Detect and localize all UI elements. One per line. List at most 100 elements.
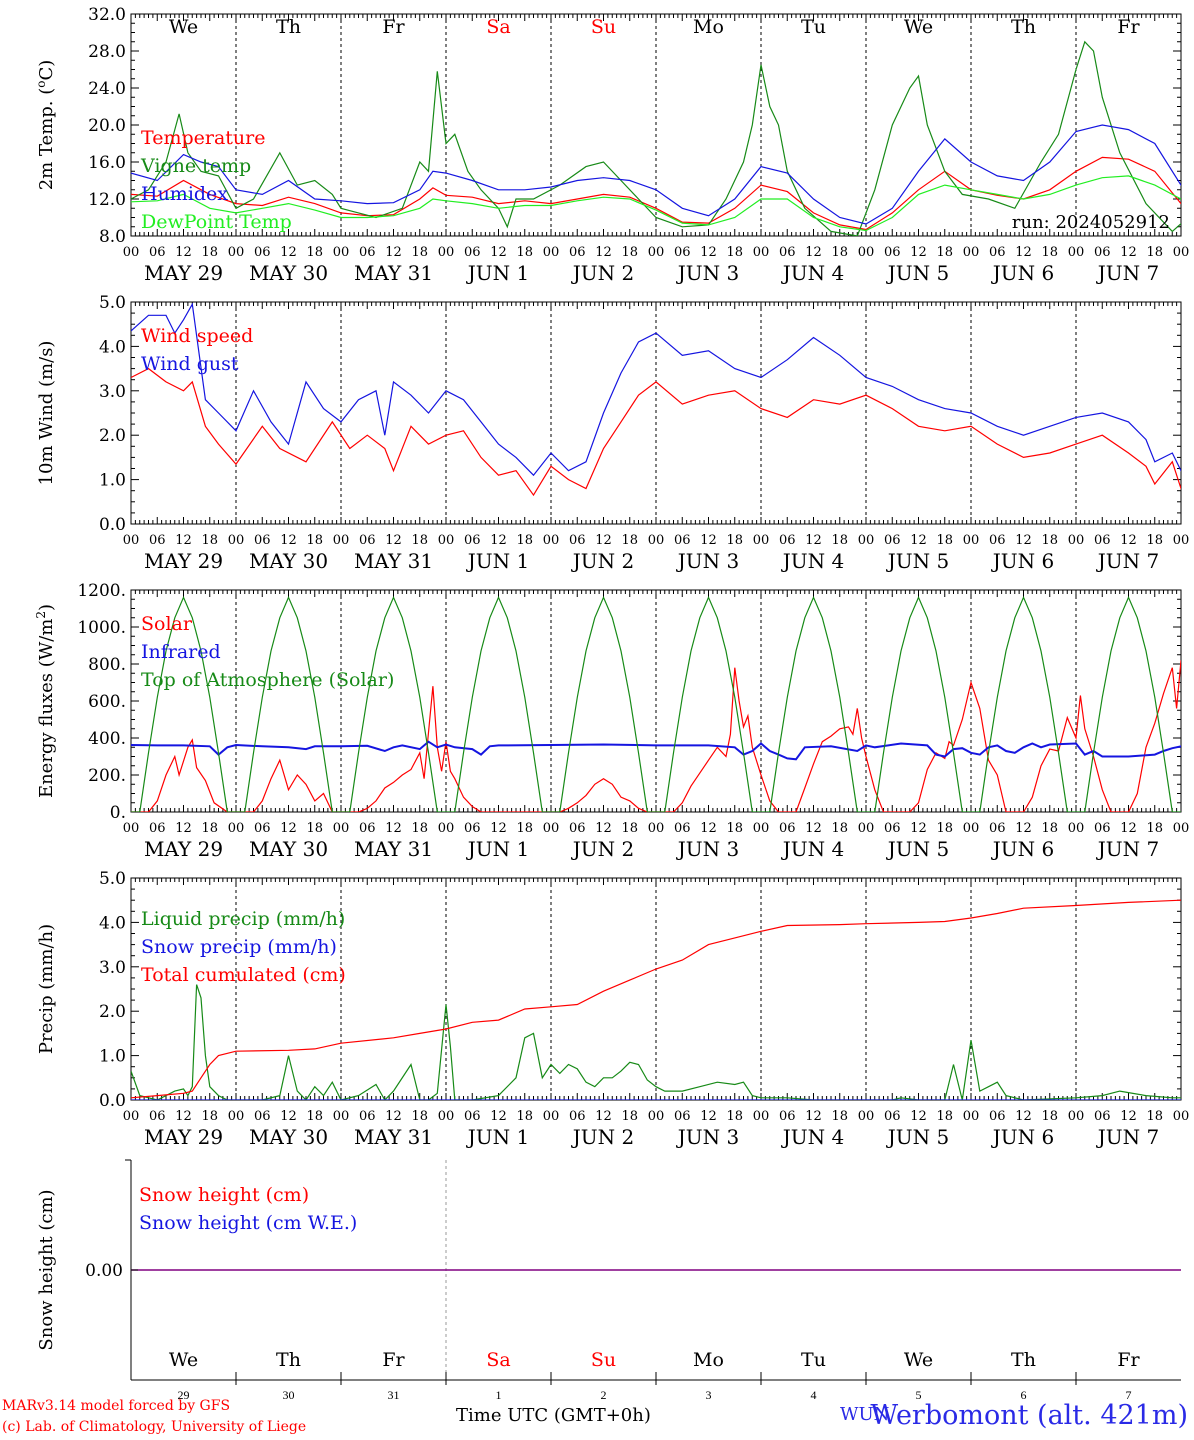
date-label: JUN 7 <box>1096 837 1159 861</box>
weekday-label: Mo <box>693 1349 724 1371</box>
weekday-label: Fr <box>1117 1349 1140 1371</box>
hour-label: 06 <box>359 533 376 548</box>
hour-label: 06 <box>254 245 271 260</box>
hour-label: 18 <box>621 1109 638 1124</box>
hour-label: 06 <box>254 821 271 836</box>
y-tick-label: 16.0 <box>88 153 126 173</box>
hour-label: 12 <box>805 245 822 260</box>
hour-label: 18 <box>1041 245 1058 260</box>
date-label: JUN 3 <box>676 837 739 861</box>
y-tick-label: 3.0 <box>99 958 126 978</box>
series-line-humidex <box>131 124 1181 225</box>
y-tick-label: 0.00 <box>85 1261 123 1281</box>
hour-label: 06 <box>779 533 796 548</box>
hour-label: 06 <box>464 245 481 260</box>
weekday-label: We <box>169 1349 198 1371</box>
hour-label: 18 <box>726 245 743 260</box>
hour-label: 12 <box>385 821 402 836</box>
date-label: JUN 6 <box>991 837 1054 861</box>
hour-label: 00 <box>858 1109 875 1124</box>
hour-label: 12 <box>280 821 297 836</box>
hour-label: 18 <box>1041 533 1058 548</box>
date-label: JUN 3 <box>676 1125 739 1149</box>
hour-label: 12 <box>700 245 717 260</box>
hour-label: 12 <box>490 533 507 548</box>
hour-label: 06 <box>149 821 166 836</box>
weekday-label: Th <box>276 1349 301 1371</box>
hour-label: 00 <box>543 821 560 836</box>
legend-entry: Liquid precip (mm/h) <box>141 908 345 930</box>
hour-label: 06 <box>464 821 481 836</box>
hour-label: 12 <box>490 1109 507 1124</box>
legend-entry: Infrared <box>141 641 221 663</box>
lab-credit: (c) Lab. of Climatology, University of L… <box>2 1419 307 1435</box>
date-label: MAY 29 <box>144 1125 223 1149</box>
hour-label: 12 <box>910 533 927 548</box>
date-label: JUN 2 <box>571 837 634 861</box>
y-tick-label: 12.0 <box>88 190 126 210</box>
hour-label: 18 <box>201 533 218 548</box>
hour-label: 00 <box>963 245 980 260</box>
hour-label: 12 <box>700 533 717 548</box>
y-tick-label: 200. <box>88 766 126 786</box>
hour-label: 12 <box>805 821 822 836</box>
date-label: JUN 7 <box>1096 549 1159 573</box>
y-tick-label: 0. <box>110 803 126 823</box>
hour-label: 12 <box>175 821 192 836</box>
y-tick-label: 4.0 <box>99 337 126 357</box>
date-label: JUN 4 <box>781 549 844 573</box>
y-tick-label: 24.0 <box>88 79 126 99</box>
date-label: MAY 31 <box>354 549 433 573</box>
y-tick-label: 800. <box>88 655 126 675</box>
hour-label: 12 <box>1015 821 1032 836</box>
hour-label: 06 <box>464 533 481 548</box>
hour-label: 18 <box>306 533 323 548</box>
date-label: JUN 4 <box>781 261 844 285</box>
hour-label: 00 <box>333 1109 350 1124</box>
date-label: MAY 30 <box>249 1125 328 1149</box>
hour-label: 18 <box>516 245 533 260</box>
hour-label: 18 <box>516 1109 533 1124</box>
hour-label: 12 <box>385 245 402 260</box>
hour-label: 18 <box>831 533 848 548</box>
weekday-label: We <box>904 1349 933 1371</box>
hour-label: 06 <box>779 821 796 836</box>
hour-label: 00 <box>648 533 665 548</box>
hour-label: 00 <box>123 533 140 548</box>
hour-label: 12 <box>700 1109 717 1124</box>
date-label: MAY 31 <box>354 261 433 285</box>
hour-label: 06 <box>779 245 796 260</box>
weekday-label: Th <box>1011 16 1036 38</box>
date-label: MAY 29 <box>144 549 223 573</box>
date-label: JUN 6 <box>991 261 1054 285</box>
hour-label: 18 <box>411 1109 428 1124</box>
hour-label: 18 <box>726 1109 743 1124</box>
hour-label: 18 <box>306 245 323 260</box>
weekday-label: We <box>169 16 198 38</box>
hour-label: 06 <box>674 533 691 548</box>
hour-label: 00 <box>858 245 875 260</box>
date-label: JUN 4 <box>781 837 844 861</box>
day-number: 29 <box>178 1388 190 1402</box>
hour-label: 18 <box>306 821 323 836</box>
weekday-label: Sa <box>486 16 510 38</box>
y-tick-label: 5.0 <box>99 869 126 889</box>
hour-label: 00 <box>858 821 875 836</box>
hour-label: 00 <box>333 245 350 260</box>
hour-label: 00 <box>1173 245 1190 260</box>
hour-label: 12 <box>490 245 507 260</box>
date-label: JUN 2 <box>571 549 634 573</box>
hour-label: 12 <box>1120 1109 1137 1124</box>
hour-label: 12 <box>280 533 297 548</box>
y-tick-label: 2.0 <box>99 1002 126 1022</box>
hour-label: 18 <box>936 533 953 548</box>
date-label: JUN 7 <box>1096 261 1159 285</box>
date-label: JUN 1 <box>466 549 529 573</box>
date-label: MAY 30 <box>249 837 328 861</box>
y-tick-label: 0.0 <box>99 515 126 535</box>
date-label: JUN 6 <box>991 549 1054 573</box>
legend-entry: Snow precip (mm/h) <box>141 936 337 958</box>
hour-label: 06 <box>149 1109 166 1124</box>
weekday-label: Su <box>591 16 616 38</box>
hour-label: 00 <box>1068 245 1085 260</box>
